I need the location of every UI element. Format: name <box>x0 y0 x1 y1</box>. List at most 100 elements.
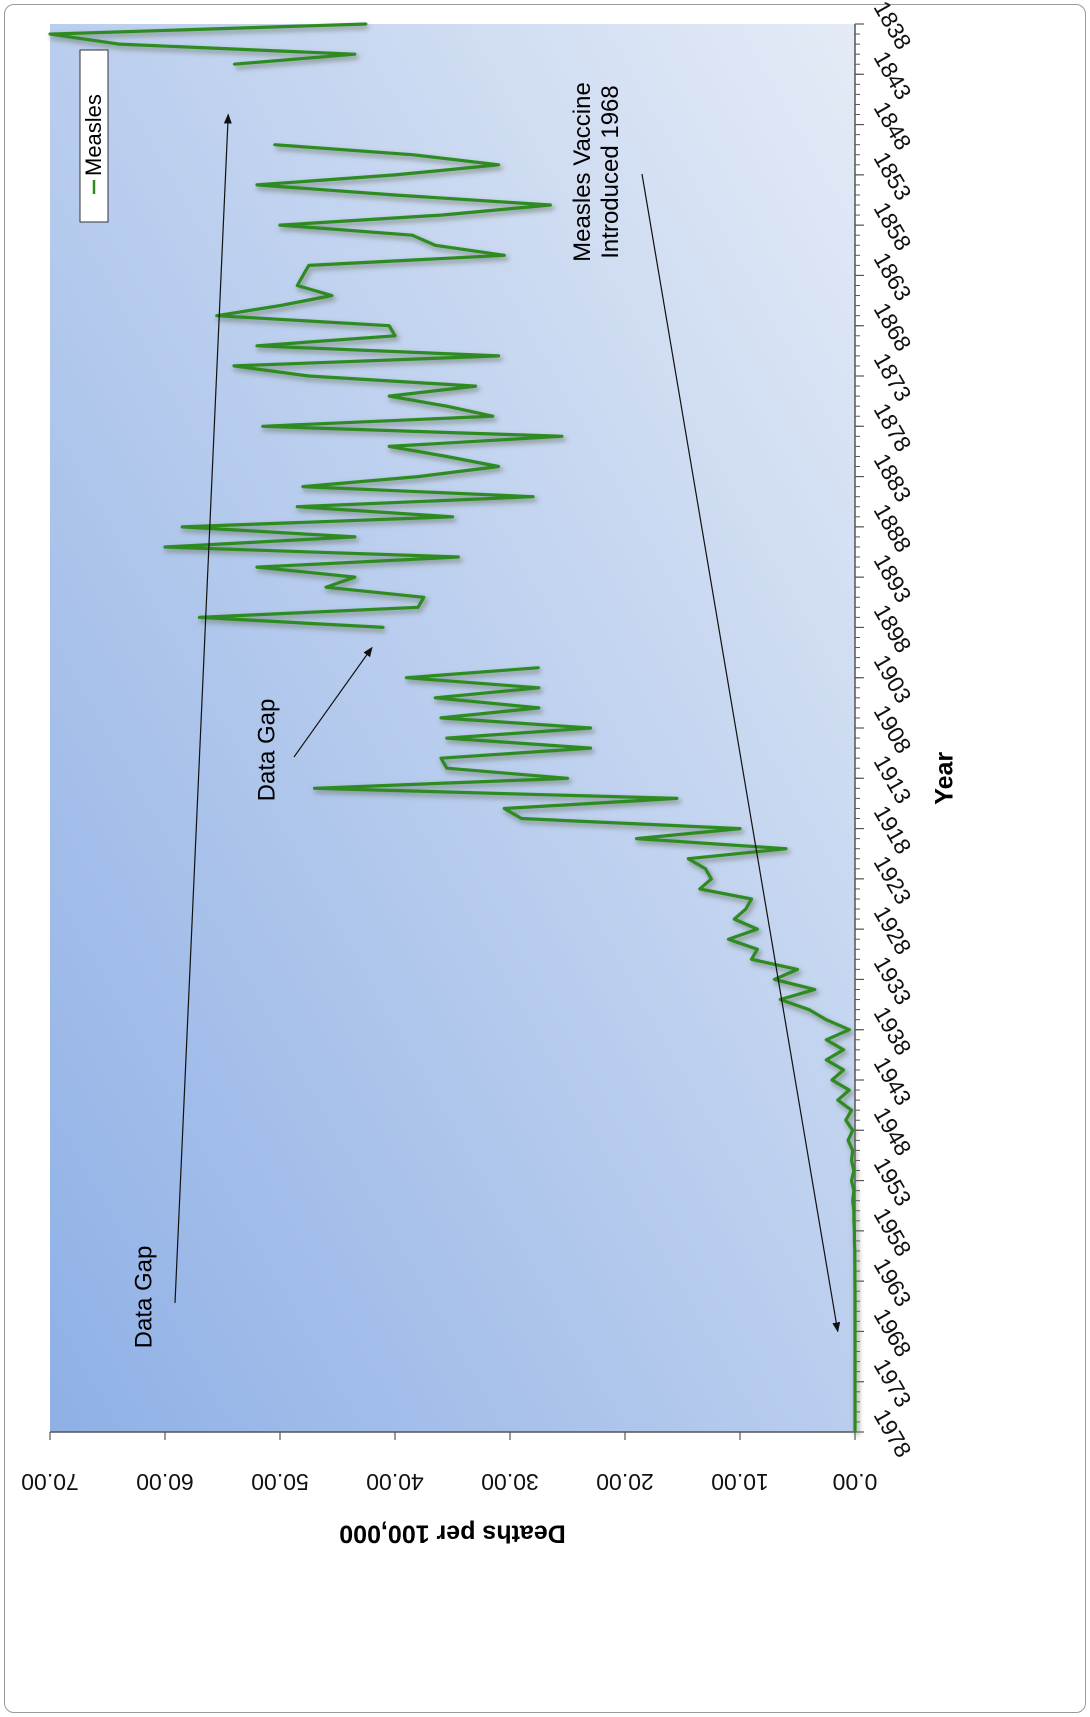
annotation-arrow <box>174 113 232 1304</box>
data-point <box>255 344 259 347</box>
annotation-data-gap: Data Gap <box>130 1246 157 1349</box>
data-point <box>853 1300 857 1303</box>
data-point <box>549 203 552 207</box>
data-point <box>852 1189 856 1192</box>
data-point <box>853 1269 857 1273</box>
annotation-arrow <box>293 646 373 758</box>
x-tick-label: 1948 <box>869 1103 917 1160</box>
annotation-arrow <box>641 173 841 1333</box>
y-axis-title: Deaths per 100,000 <box>339 1519 566 1547</box>
data-point <box>773 978 776 981</box>
data-point <box>278 304 282 307</box>
x-tick-label: 1868 <box>869 298 917 355</box>
data-point <box>750 958 753 961</box>
data-point <box>710 877 713 881</box>
data-point <box>784 847 788 850</box>
data-point <box>301 274 305 277</box>
data-point <box>853 1229 856 1233</box>
data-point <box>733 917 736 921</box>
x-tick-label: 1968 <box>869 1304 917 1361</box>
data-point <box>365 22 368 26</box>
legend-label: Measles <box>81 94 106 176</box>
data-point <box>451 515 454 518</box>
data-point <box>844 1119 847 1122</box>
annotation-line: Introduced 1968 <box>597 85 624 258</box>
data-point <box>853 1390 857 1394</box>
y-tick-label: 40.00 <box>366 1469 424 1495</box>
data-point <box>232 364 236 368</box>
data-point <box>842 1048 845 1052</box>
data-point <box>307 264 310 267</box>
data-point <box>853 1420 857 1424</box>
data-point <box>497 465 500 468</box>
x-tick-label: 1878 <box>869 399 917 456</box>
data-point <box>296 284 299 287</box>
data-point <box>491 415 494 418</box>
data-point <box>825 1018 828 1021</box>
data-point <box>836 1098 839 1102</box>
data-point <box>853 1310 857 1313</box>
y-tick-label: 50.00 <box>251 1469 309 1495</box>
data-point <box>382 626 385 629</box>
data-point <box>434 244 437 247</box>
data-point <box>853 1370 857 1373</box>
data-point <box>324 586 328 589</box>
annotation-vaccine: Measles VaccineIntroduced 1968 <box>569 82 624 262</box>
x-tick-label: 1953 <box>869 1153 917 1210</box>
y-tick-label: 10.00 <box>711 1469 769 1495</box>
series-measles <box>48 22 857 1434</box>
data-point <box>744 907 747 911</box>
data-point <box>393 334 397 337</box>
data-point <box>589 746 592 750</box>
data-point <box>255 565 259 569</box>
x-tick-label: 1923 <box>869 851 917 908</box>
data-point <box>850 1179 853 1182</box>
data-point <box>273 143 276 146</box>
data-point <box>796 968 799 971</box>
data-point <box>261 425 264 428</box>
data-point <box>296 505 299 508</box>
data-point <box>388 324 391 327</box>
data-point <box>215 314 218 317</box>
data-point <box>853 1249 856 1253</box>
data-point <box>474 384 477 388</box>
data-point <box>852 1169 856 1172</box>
data-point <box>779 998 782 1001</box>
x-tick-label: 1918 <box>869 801 917 858</box>
data-point <box>853 1279 857 1283</box>
data-point <box>503 254 506 257</box>
data-point <box>497 354 500 358</box>
x-tick-label: 1963 <box>869 1254 917 1311</box>
data-point <box>842 1068 845 1072</box>
x-tick-label: 1838 <box>869 0 917 54</box>
data-point <box>853 1259 856 1263</box>
data-point <box>589 726 592 730</box>
data-point <box>445 767 448 770</box>
data-point <box>307 374 310 378</box>
data-point <box>738 827 742 830</box>
data-point <box>353 575 356 579</box>
x-tick-label: 1908 <box>869 700 917 757</box>
data-point <box>853 1410 857 1414</box>
data-point <box>853 1340 857 1343</box>
data-point <box>807 1008 811 1011</box>
data-point <box>853 1320 857 1323</box>
y-tick-label: 70.00 <box>21 1469 79 1495</box>
data-point <box>851 1129 854 1132</box>
annotations: Data Gap Data Gap Measles VaccineIntroduce… <box>130 82 841 1349</box>
data-point <box>825 1038 828 1042</box>
data-point <box>537 686 540 689</box>
data-point <box>853 1400 857 1404</box>
data-point <box>531 495 535 498</box>
x-tick-label: 1958 <box>869 1203 917 1260</box>
data-point <box>181 525 184 529</box>
x-tick-label: 1943 <box>869 1052 917 1109</box>
data-point <box>439 716 443 720</box>
data-point <box>411 153 414 156</box>
x-tick-label: 1883 <box>869 449 917 506</box>
data-point <box>405 676 408 679</box>
data-point <box>851 1199 854 1202</box>
data-point <box>727 938 730 941</box>
data-point <box>163 545 167 549</box>
x-tick-label: 1928 <box>869 902 917 959</box>
